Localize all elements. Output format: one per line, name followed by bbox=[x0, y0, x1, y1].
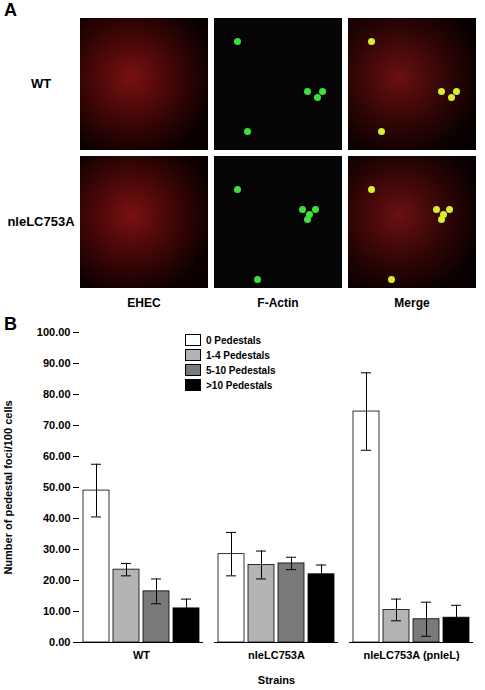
svg-text:Number of pedestal foci/100 ce: Number of pedestal foci/100 cells bbox=[2, 400, 14, 574]
svg-text:0.00: 0.00 bbox=[49, 636, 70, 648]
html-text:nleLC753A: nleLC753A bbox=[7, 214, 75, 229]
html-text:5-10 Pedestals: 5-10 Pedestals bbox=[206, 364, 276, 376]
svg-text:nleLC753A (pnleL): nleLC753A (pnleL) bbox=[363, 649, 459, 661]
html-text:0 Pedestals: 0 Pedestals bbox=[206, 334, 261, 346]
svg-text:50.00: 50.00 bbox=[43, 481, 71, 493]
html-text:B: B bbox=[4, 314, 17, 334]
svg-text:100.00: 100.00 bbox=[37, 326, 71, 338]
html-text:Merge: Merge bbox=[394, 296, 430, 310]
svg-text:20.00: 20.00 bbox=[43, 574, 71, 586]
svg-text:Strains: Strains bbox=[258, 674, 295, 686]
html-text:1-4 Pedestals: 1-4 Pedestals bbox=[206, 349, 270, 361]
html-text:A: A bbox=[4, 0, 17, 20]
svg-text:90.00: 90.00 bbox=[43, 357, 71, 369]
html-text:F-Actin: F-Actin bbox=[257, 296, 299, 310]
svg-text:70.00: 70.00 bbox=[43, 419, 71, 431]
html-text:WT: WT bbox=[30, 76, 52, 91]
svg-text:80.00: 80.00 bbox=[43, 388, 71, 400]
svg-text:30.00: 30.00 bbox=[43, 543, 71, 555]
svg-text:nleLC753A: nleLC753A bbox=[248, 649, 305, 661]
svg-text:60.00: 60.00 bbox=[43, 450, 71, 462]
html-text:>10 Pedestals: >10 Pedestals bbox=[206, 379, 273, 391]
svg-text:10.00: 10.00 bbox=[43, 605, 71, 617]
html-text:EHEC: EHEC bbox=[127, 296, 161, 310]
svg-text:40.00: 40.00 bbox=[43, 512, 71, 524]
svg-text:WT: WT bbox=[133, 649, 150, 661]
